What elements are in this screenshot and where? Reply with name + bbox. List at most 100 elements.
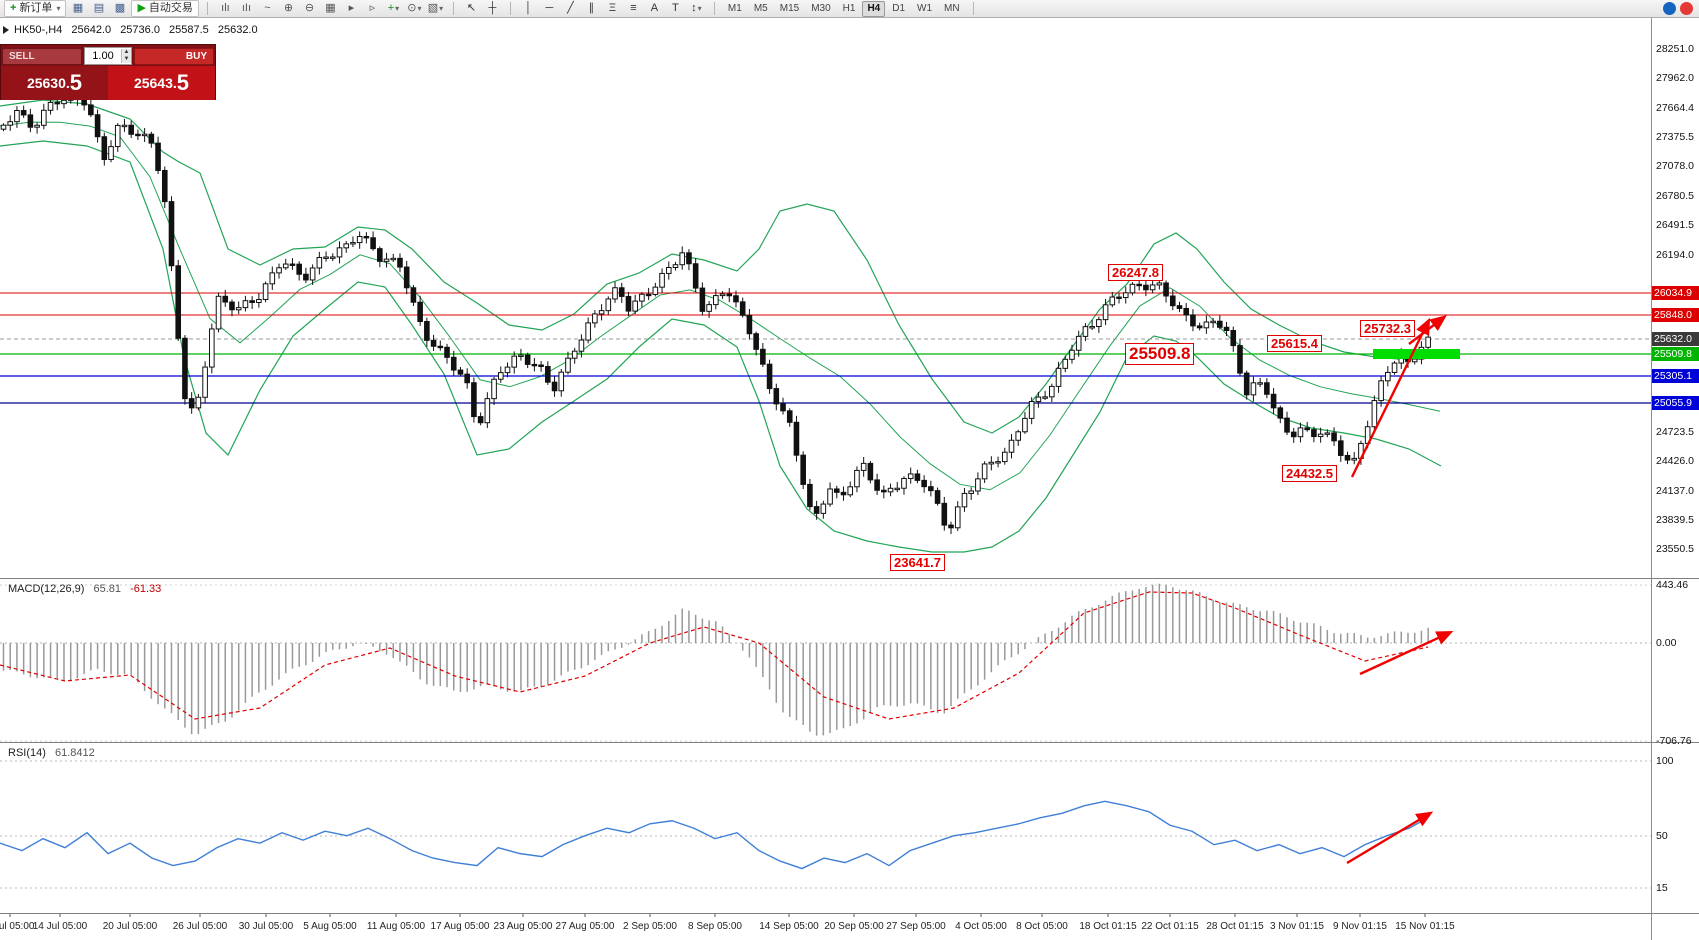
timeframe-mn[interactable]: MN <box>944 2 960 14</box>
chart-symbol-period: HK50-,H4 <box>14 24 63 36</box>
price-callout[interactable]: 24432.5 <box>1282 465 1337 483</box>
time-axis-label: 8 Sep 05:00 <box>688 921 742 932</box>
price-callout[interactable]: 25615.4 <box>1267 335 1322 353</box>
time-axis-label: 8 Oct 05:00 <box>1016 921 1068 932</box>
text-icon[interactable]: A <box>650 2 659 14</box>
timeframe-m5[interactable]: M5 <box>753 2 768 14</box>
vertical-line-icon[interactable]: │ <box>524 2 532 14</box>
time-axis-label: 17 Aug 05:00 <box>430 921 490 932</box>
channel-icon[interactable]: ∥ <box>588 2 595 14</box>
time-axis-label: 2 Sep 05:00 <box>623 921 677 932</box>
macd-name: MACD(12,26,9) <box>8 583 85 595</box>
time-axis-separator <box>0 913 1699 914</box>
zoom-in-icon[interactable]: ⊕ <box>283 2 294 14</box>
toolbar-separator <box>509 2 511 15</box>
price-axis-label: 24723.5 <box>1656 426 1694 438</box>
one-click-collapse-icon[interactable] <box>3 26 9 34</box>
timeframe-m15[interactable]: M15 <box>779 2 800 14</box>
timeframe-w1[interactable]: W1 <box>917 2 933 14</box>
tile-windows-icon[interactable]: ▦ <box>325 2 336 14</box>
macd-label: MACD(12,26,9) 65.81 -61.33 <box>8 583 161 595</box>
price-axis-label: 26491.5 <box>1656 219 1694 231</box>
chart-shift-icon[interactable]: ▹ <box>369 2 376 14</box>
macd-value-signal: -61.33 <box>130 583 162 595</box>
rsi-axis-label: 15 <box>1656 882 1668 894</box>
price-axis-label: 27664.4 <box>1656 102 1694 114</box>
crosshair-icon[interactable]: ┼ <box>488 2 497 14</box>
notifications-badge-icon[interactable] <box>1663 2 1676 15</box>
new-order-button[interactable]: + 新订单 ▾ <box>4 0 67 17</box>
buy-price[interactable]: 25643. 5 <box>108 66 215 100</box>
arrows-tool-icon[interactable]: ↕ ▾ <box>691 2 702 14</box>
shapes-icon[interactable]: ≡ <box>630 2 637 14</box>
text-label-icon[interactable]: T <box>672 2 679 14</box>
macd-axis-label: -706.76 <box>1656 735 1692 747</box>
fibonacci-icon[interactable]: Ξ <box>608 2 616 14</box>
alerts-badge-icon[interactable] <box>1680 2 1693 15</box>
zoom-out-icon[interactable]: ⊖ <box>304 2 315 14</box>
time-axis-label: 28 Oct 01:15 <box>1206 921 1264 932</box>
time-axis-label: 23 Aug 05:00 <box>493 921 553 932</box>
time-axis-label: 14 Sep 05:00 <box>759 921 819 932</box>
candle-chart-icon[interactable]: ıIı <box>241 2 251 14</box>
auto-scroll-icon[interactable]: ▸ <box>348 2 355 14</box>
terminal-icon[interactable]: ▩ <box>114 2 126 14</box>
sell-price-main: 25630. <box>26 75 70 91</box>
caret-down-icon: ▾ <box>417 4 422 13</box>
time-axis-label: 26 Jul 05:00 <box>172 921 228 932</box>
caret-down-icon: ▾ <box>439 4 444 13</box>
toolbar: + 新订单 ▾ ▦ ▤ ▩ ▶ 自动交易 ılı ıIı ~ ⊕ ⊖ ▦ ▸ ▹ + ▾ ⊙ ▾ ▧ ▾ ↖ ┼ │ ─ ╱ ∥… <box>0 0 1699 18</box>
period-menu-icon[interactable]: ⊙ ▾ <box>407 2 422 14</box>
rsi-label: RSI(14) 61.8412 <box>8 747 95 759</box>
rsi-panel-separator[interactable] <box>0 742 1699 743</box>
price-callout[interactable]: 25509.8 <box>1125 343 1195 366</box>
caret-down-icon: ▾ <box>56 4 61 13</box>
template-icon[interactable]: ▧ ▾ <box>427 2 444 14</box>
time-axis-label: 27 Aug 05:00 <box>555 921 615 932</box>
timeframe-h4[interactable]: H4 <box>862 0 886 17</box>
sell-price[interactable]: 25630. 5 <box>1 66 108 100</box>
time-axis-label: 5 Aug 05:00 <box>303 921 357 932</box>
price-callout[interactable]: 23641.7 <box>890 554 945 572</box>
add-indicator-icon[interactable]: + ▾ <box>387 2 400 14</box>
chart-low: 25587.5 <box>169 24 209 36</box>
timeframe-m1[interactable]: M1 <box>727 2 742 14</box>
charts-grid-icon[interactable]: ▤ <box>93 2 105 14</box>
chart-open: 25642.0 <box>71 24 112 36</box>
price-badge: 25509.8 <box>1652 347 1699 361</box>
price-callout[interactable]: 26247.8 <box>1108 264 1163 282</box>
buy-button[interactable]: BUY <box>134 47 214 65</box>
time-axis-label: 18 Oct 01:15 <box>1079 921 1137 932</box>
price-badge: 25632.0 <box>1652 332 1699 346</box>
chart-high: 25736.0 <box>120 24 160 36</box>
price-axis-label: 27962.0 <box>1656 72 1694 84</box>
timeframe-m30[interactable]: M30 <box>811 2 831 14</box>
line-chart-icon[interactable]: ~ <box>264 2 271 14</box>
volume-input[interactable] <box>85 48 121 64</box>
rsi-axis-label: 100 <box>1656 755 1674 767</box>
price-axis-label: 23550.5 <box>1656 543 1694 555</box>
price-axis-label: 27078.0 <box>1656 160 1694 172</box>
volume-up-icon[interactable]: ▲ <box>121 49 131 56</box>
price-callout[interactable]: 25732.3 <box>1360 320 1415 338</box>
price-badge: 26034.9 <box>1652 286 1699 300</box>
autotrading-button[interactable]: ▶ 自动交易 <box>131 0 199 17</box>
rsi-value: 61.8412 <box>54 747 95 759</box>
timeframe-d1[interactable]: D1 <box>892 2 906 14</box>
trendline-icon[interactable]: ╱ <box>567 2 574 14</box>
profiles-icon[interactable]: ▦ <box>72 2 84 14</box>
bar-chart-icon[interactable]: ılı <box>221 2 230 14</box>
toolbar-separator <box>972 2 974 15</box>
cursor-icon[interactable]: ↖ <box>466 2 477 14</box>
macd-panel-separator[interactable] <box>0 578 1699 579</box>
timeframe-h1[interactable]: H1 <box>842 2 856 14</box>
volume-down-icon[interactable]: ▼ <box>121 56 131 63</box>
sell-button[interactable]: SELL <box>2 47 82 65</box>
horizontal-line-icon[interactable]: ─ <box>545 2 554 14</box>
price-badge: 25055.9 <box>1652 396 1699 410</box>
autotrading-icon: ▶ <box>137 2 146 14</box>
time-axis-label: 30 Jul 05:00 <box>238 921 294 932</box>
price-axis-label: 24137.0 <box>1656 485 1694 497</box>
